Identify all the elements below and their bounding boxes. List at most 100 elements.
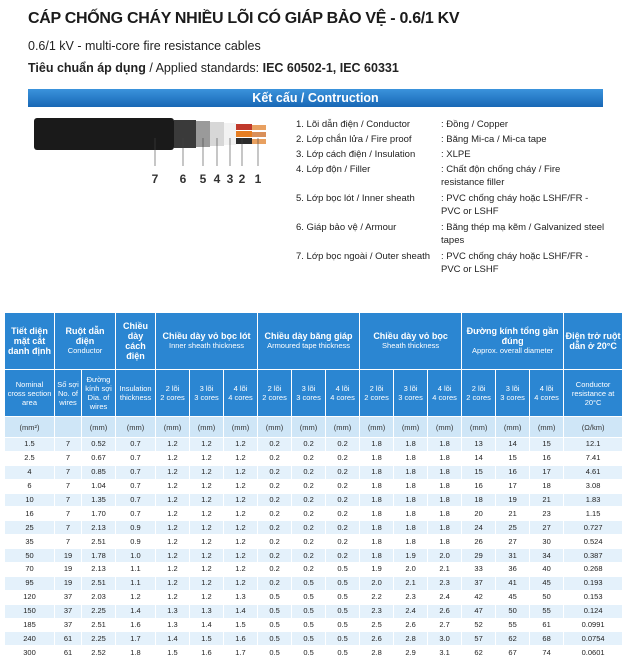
data-cell: 2.9 <box>393 645 429 661</box>
data-cell: 0.524 <box>563 534 624 550</box>
data-cell: 0.2 <box>257 520 293 536</box>
data-cell: 1.8 <box>393 450 429 466</box>
data-cell: 1.2 <box>155 575 190 591</box>
data-cell: 36 <box>495 562 531 577</box>
material: : PVC chống cháy hoặc LSHF/FR - PVC or L… <box>441 193 589 217</box>
data-cell: 1.9 <box>393 548 429 564</box>
data-cell: 2.1 <box>427 562 463 577</box>
data-cell: 1.3 <box>189 603 224 619</box>
data-cell: 1.4 <box>189 617 224 633</box>
data-cell: 16 <box>4 506 55 522</box>
data-row: 35 7 2.51 0.9 1.2 1.2 1.2 0.2 0.2 0.2 1.8 1.8 1.8 26 2… <box>4 534 624 550</box>
data-cell: 18 <box>529 478 565 494</box>
data-cell: 1.2 <box>189 478 224 494</box>
data-cell: 45 <box>495 589 531 605</box>
part: 1. Lõi dẫn điện / Conductor <box>296 119 411 130</box>
data-cell: 1.2 <box>115 589 156 605</box>
data-cell: 0.2 <box>257 534 293 550</box>
data-cell: 2.6 <box>427 603 463 619</box>
data-cell: 2.0 <box>393 562 429 577</box>
data-cell: 1.2 <box>189 450 224 466</box>
subheader-line: 3 cores <box>296 393 321 402</box>
data-cell: 0.5 <box>257 589 293 605</box>
data-cell: 1.2 <box>222 548 259 564</box>
data-cell: 0.5 <box>325 645 361 661</box>
data-cell: 1.9 <box>359 562 395 577</box>
data-cell: 2.5 <box>359 617 395 633</box>
data-cell: 2.03 <box>81 589 116 605</box>
data-cell: 23 <box>529 506 565 522</box>
data-cell: 7 <box>54 437 82 452</box>
data-cell: 17 <box>495 478 531 494</box>
data-cell: 3.08 <box>563 478 624 494</box>
material: : Băng Mi-ca / Mi-ca tape <box>441 134 547 145</box>
data-cell: 15 <box>495 450 531 466</box>
data-cell: 2.3 <box>427 575 463 591</box>
data-cell: 50 <box>4 548 55 564</box>
data-cell: 61 <box>54 645 82 661</box>
subheader-cell: Nominal cross section area <box>4 369 55 417</box>
data-cell: 2.0 <box>427 548 463 564</box>
material: : Băng thép mạ kẽm / Galvanized steel ta… <box>441 222 605 246</box>
data-cell: 2.51 <box>81 534 116 550</box>
data-cell: 70 <box>4 562 55 577</box>
data-cell: 2.51 <box>81 575 116 591</box>
data-cell: 0.5 <box>291 631 327 647</box>
data-cell: 47 <box>461 603 497 619</box>
data-cell: 19 <box>54 548 82 564</box>
unit-cell: (mm) <box>115 416 156 438</box>
data-cell: 27 <box>529 520 565 536</box>
data-cell: 1.2 <box>222 534 259 550</box>
unit-cell: (mm) <box>257 416 293 438</box>
data-cell: 74 <box>529 645 565 661</box>
data-cell: 0.9 <box>115 520 156 536</box>
data-cell: 1.2 <box>155 520 190 536</box>
subheader-line: Insulation thickness <box>119 384 152 402</box>
subheader-line: 2 lõi <box>471 384 486 393</box>
data-cell: 0.2 <box>325 492 361 508</box>
data-cell: 1.8 <box>427 478 463 494</box>
data-cell: 1.2 <box>222 464 259 480</box>
subheader-line: 3 lõi <box>199 384 214 393</box>
data-cell: 0.5 <box>291 617 327 633</box>
diagram-number: 7 <box>151 172 159 186</box>
data-cell: 0.85 <box>81 464 116 480</box>
data-cell: 19 <box>54 575 82 591</box>
data-cell: 300 <box>4 645 55 661</box>
data-cell: 0.2 <box>291 548 327 564</box>
header-en: Approx. overall diameter <box>471 346 554 355</box>
data-cell: 1.1 <box>115 562 156 577</box>
data-cell: 0.2 <box>325 534 361 550</box>
data-cell: 0.727 <box>563 520 624 536</box>
subheader-line: Nominal cross section area <box>7 379 52 407</box>
subtitle: 0.6/1 kV - multi-core fire resistance ca… <box>28 39 261 53</box>
data-cell: 1.8 <box>427 450 463 466</box>
data-cell: 1.2 <box>189 589 224 605</box>
subheader-cell: 4 lõi 4 cores <box>529 369 565 417</box>
data-cell: 0.7 <box>115 506 156 522</box>
data-cell: 21 <box>495 506 531 522</box>
unit-cell: (mm) <box>81 416 116 438</box>
data-cell: 1.8 <box>359 464 395 480</box>
data-cell: 1.15 <box>563 506 624 522</box>
data-cell: 14 <box>461 450 497 466</box>
unit-cell: (mm) <box>393 416 429 438</box>
data-cell: 6 <box>4 478 55 494</box>
data-cell: 2.6 <box>393 617 429 633</box>
data-cell: 1.8 <box>427 506 463 522</box>
filler <box>224 123 236 145</box>
data-cell: 2.13 <box>81 520 116 536</box>
data-cell: 0.2 <box>291 464 327 480</box>
data-row: 4 7 0.85 0.7 1.2 1.2 1.2 0.2 0.2 0.2 1.8 1.8 1.8 15 16… <box>4 464 624 480</box>
subheader-line: 4 lõi <box>437 384 452 393</box>
data-cell: 185 <box>4 617 55 633</box>
subheader-cell: 4 lõi 4 cores <box>325 369 361 417</box>
data-cell: 31 <box>495 548 531 564</box>
standards-label-en: / Applied standards: <box>145 61 263 75</box>
data-cell: 1.8 <box>359 478 395 494</box>
data-cell: 0.5 <box>291 589 327 605</box>
data-cell: 2.3 <box>359 603 395 619</box>
data-cell: 35 <box>4 534 55 550</box>
data-cell: 2.5 <box>4 450 55 466</box>
data-cell: 7 <box>54 450 82 466</box>
